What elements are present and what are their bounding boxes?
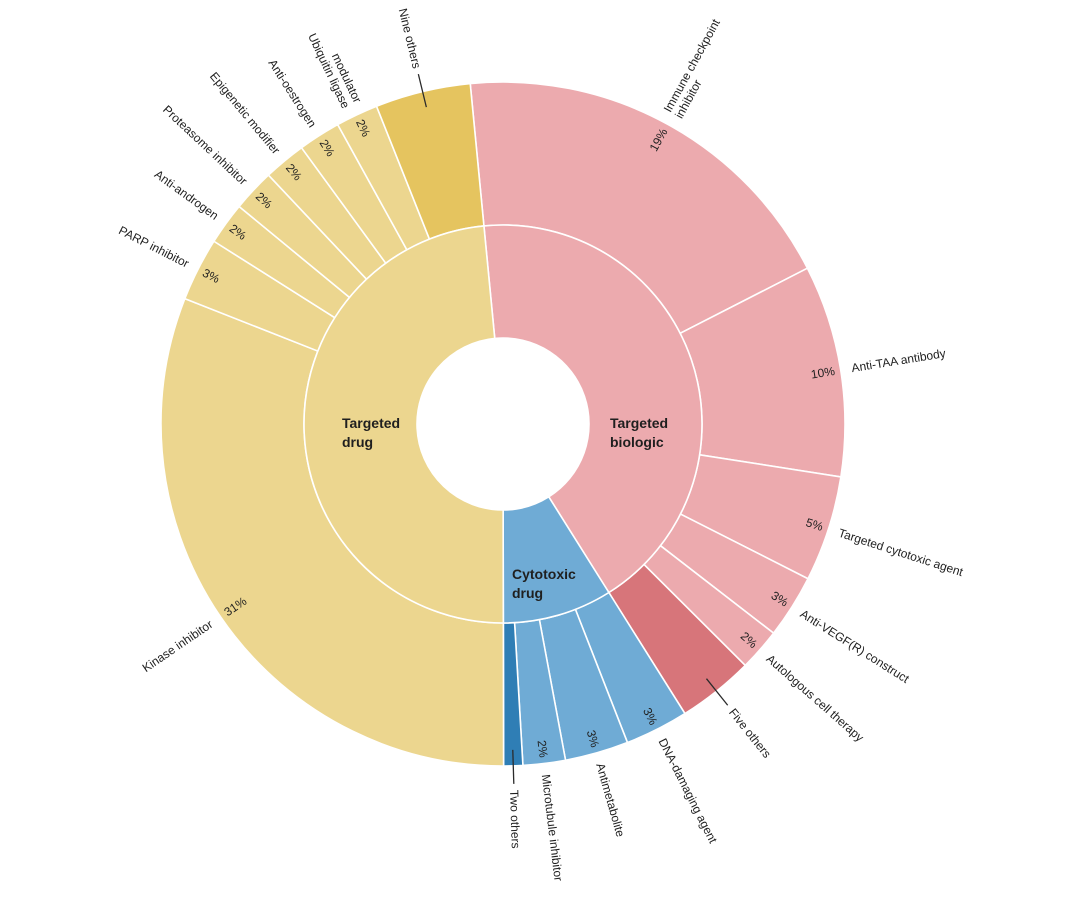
- label-ubiquitin-ligase-modulator: Ubiquitin ligasemodulator: [305, 26, 364, 111]
- label-parp-inhibitor: PARP inhibitor: [116, 223, 191, 270]
- pct-anti-taa-antibody: 10%: [810, 364, 836, 382]
- ring-targeted-biologic: [483, 224, 703, 594]
- ring-label-targeted-drug: Targeted drug: [342, 415, 400, 450]
- label-dna-damaging-agent: DNA-damaging agent: [656, 736, 721, 846]
- label-proteasome-inhibitor: Proteasome inhibitor: [160, 102, 250, 187]
- leader-nine-others: [417, 73, 427, 108]
- ring-cytotoxic-drug: [502, 496, 610, 624]
- label-nine-others: Nine others: [396, 7, 424, 70]
- label-immune-checkpoint-inhibitor: Immune checkpointinhibitor: [661, 16, 735, 121]
- pct-targeted-cytotoxic-agent: 5%: [804, 515, 825, 534]
- label-targeted-cytotoxic-agent: Targeted cytotoxic agent: [837, 526, 966, 580]
- label-epigenetic-modifier: Epigenetic modifier: [207, 69, 283, 156]
- pct-antimetabolite: 3%: [584, 728, 602, 749]
- leader-five-others: [705, 678, 729, 706]
- label-antimetabolite: Antimetabolite: [593, 762, 627, 839]
- ring-targeted-drug: [303, 225, 505, 624]
- label-microtubule-inhibitor: Microtubule inhibitor: [539, 774, 566, 882]
- ring-label-cytotoxic-drug: Cytotoxic drug: [512, 566, 576, 601]
- label-five-others: Five others: [726, 706, 774, 761]
- label-autologous-cell-therapy: Autologous cell therapy: [764, 652, 867, 745]
- label-two-others: Two others: [507, 790, 523, 849]
- pct-ubiquitin-ligase-modulator: 2%: [353, 117, 373, 139]
- leader-two-others: [512, 749, 515, 784]
- label-anti-vegf-r-construct: Anti-VEGF(R) construct: [798, 607, 913, 687]
- ring-label-targeted-biologic: Targeted biologic: [610, 415, 668, 450]
- label-anti-androgen: Anti-androgen: [152, 167, 221, 223]
- pct-microtubule-inhibitor: 2%: [535, 739, 551, 758]
- label-kinase-inhibitor: Kinase inhibitor: [140, 617, 216, 675]
- label-anti-oestrogen: Anti-oestrogen: [265, 57, 319, 130]
- label-anti-taa-antibody: Anti-TAA antibody: [850, 346, 946, 375]
